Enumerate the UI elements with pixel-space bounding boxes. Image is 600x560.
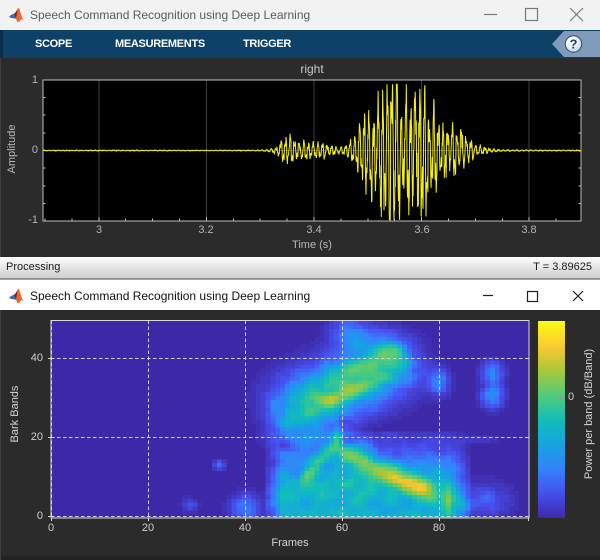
svg-text:?: ? <box>570 37 578 52</box>
